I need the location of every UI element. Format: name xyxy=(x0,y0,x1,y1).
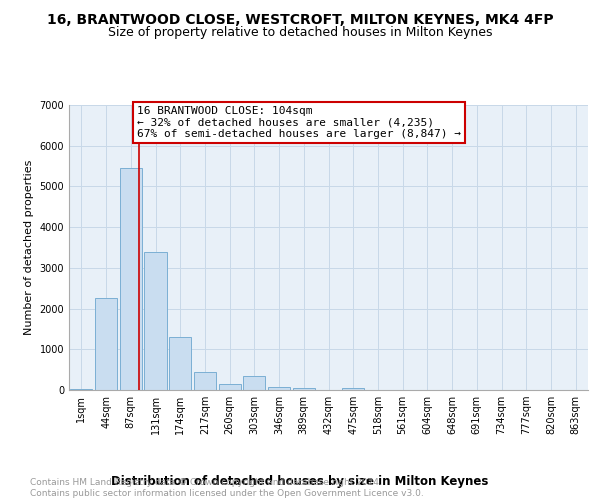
Bar xyxy=(342,388,364,390)
Bar xyxy=(293,388,315,390)
Text: Distribution of detached houses by size in Milton Keynes: Distribution of detached houses by size … xyxy=(112,474,488,488)
Bar xyxy=(169,337,191,390)
Text: Contains HM Land Registry data © Crown copyright and database right 2024.
Contai: Contains HM Land Registry data © Crown c… xyxy=(30,478,424,498)
Bar xyxy=(268,387,290,390)
Bar xyxy=(218,384,241,390)
Bar xyxy=(194,372,216,390)
Bar xyxy=(119,168,142,390)
Bar xyxy=(243,376,265,390)
Text: 16, BRANTWOOD CLOSE, WESTCROFT, MILTON KEYNES, MK4 4FP: 16, BRANTWOOD CLOSE, WESTCROFT, MILTON K… xyxy=(47,12,553,26)
Bar xyxy=(70,389,92,390)
Y-axis label: Number of detached properties: Number of detached properties xyxy=(24,160,34,335)
Bar xyxy=(145,252,167,390)
Text: 16 BRANTWOOD CLOSE: 104sqm
← 32% of detached houses are smaller (4,235)
67% of s: 16 BRANTWOOD CLOSE: 104sqm ← 32% of deta… xyxy=(137,106,461,139)
Bar xyxy=(95,298,117,390)
Text: Size of property relative to detached houses in Milton Keynes: Size of property relative to detached ho… xyxy=(108,26,492,39)
